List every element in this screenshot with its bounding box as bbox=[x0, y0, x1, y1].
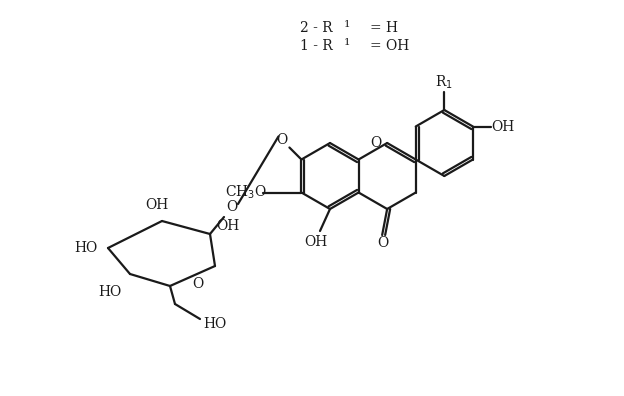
Text: HO: HO bbox=[99, 285, 122, 299]
Text: O: O bbox=[276, 133, 287, 147]
Text: O: O bbox=[227, 200, 238, 214]
Text: R$_1$: R$_1$ bbox=[436, 73, 453, 91]
Text: = H: = H bbox=[370, 21, 398, 35]
Text: OH: OH bbox=[305, 235, 328, 249]
Text: = OH: = OH bbox=[370, 39, 409, 53]
Text: O: O bbox=[192, 277, 203, 291]
Text: HO: HO bbox=[74, 241, 97, 255]
Text: 1: 1 bbox=[344, 19, 350, 29]
Text: O: O bbox=[378, 236, 389, 250]
Text: OH: OH bbox=[491, 120, 515, 133]
Text: CH$_3$O: CH$_3$O bbox=[225, 184, 268, 201]
Text: 2 - R: 2 - R bbox=[300, 21, 333, 35]
Text: 1 - R: 1 - R bbox=[300, 39, 333, 53]
Text: OH: OH bbox=[145, 198, 168, 212]
Text: OH: OH bbox=[217, 219, 240, 233]
Text: 1: 1 bbox=[344, 38, 350, 46]
Text: O: O bbox=[370, 136, 381, 150]
Text: HO: HO bbox=[203, 317, 227, 331]
